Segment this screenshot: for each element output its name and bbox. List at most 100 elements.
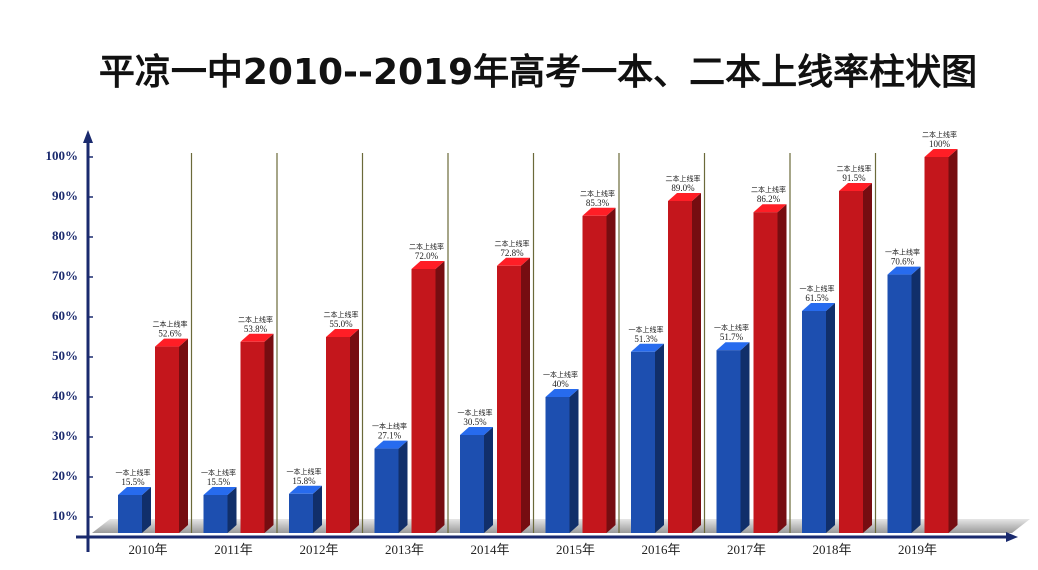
bar	[668, 201, 692, 533]
value-label: 53.8%	[244, 324, 268, 334]
value-label: 15.5%	[121, 477, 145, 487]
bar-side	[948, 149, 958, 533]
series-label: 一本上线率	[116, 468, 151, 477]
bar	[631, 351, 655, 533]
bar-side	[655, 343, 664, 533]
x-tick-label: 2015年	[556, 542, 595, 557]
bar	[460, 435, 484, 533]
bar-top	[289, 485, 322, 494]
y-tick-label: 50%	[52, 348, 78, 363]
bar-top	[839, 183, 872, 191]
bar-top	[582, 207, 616, 216]
value-label: 70.6%	[891, 257, 915, 267]
chart-title: 平凉一中2010--2019年高考一本、二本上线率柱状图	[99, 52, 977, 93]
series-label: 一本上线率	[372, 422, 407, 431]
value-label: 30.5%	[463, 417, 487, 427]
series-label: 二本上线率	[922, 130, 957, 139]
x-tick-label: 2012年	[299, 542, 338, 557]
bar-side	[227, 487, 237, 533]
y-tick-label: 80%	[52, 228, 78, 243]
bar	[924, 157, 949, 533]
series-label: 一本上线率	[287, 467, 322, 476]
bar	[240, 341, 265, 533]
value-label: 27.1%	[378, 431, 402, 441]
bar-top	[887, 266, 921, 275]
series-label: 一本上线率	[458, 408, 493, 417]
bar	[753, 212, 778, 533]
bar-side	[740, 342, 750, 533]
bar-side	[569, 389, 579, 533]
value-label: 55.0%	[329, 319, 353, 329]
series-label: 一本上线率	[543, 370, 578, 379]
y-tick-label: 40%	[52, 388, 78, 403]
series-label: 二本上线率	[324, 310, 359, 319]
bar-top	[497, 257, 530, 266]
bar-top	[545, 389, 579, 397]
bar	[411, 269, 436, 533]
series-label: 二本上线率	[837, 164, 872, 173]
separators	[190, 153, 877, 533]
bar-side	[484, 427, 493, 533]
series-label: 二本上线率	[666, 174, 701, 183]
bar-side	[911, 266, 921, 533]
series-label: 二本上线率	[495, 239, 530, 248]
value-label: 89.0%	[671, 183, 695, 193]
x-tick-label: 2014年	[470, 542, 509, 557]
bar-top	[753, 204, 787, 213]
y-tick-label: 20%	[52, 468, 78, 483]
value-label: 51.7%	[720, 332, 744, 342]
value-label: 72.0%	[415, 251, 439, 261]
bar	[374, 448, 399, 533]
value-label: 85.3%	[586, 198, 610, 208]
value-label: 100%	[929, 139, 951, 149]
y-tick-label: 70%	[52, 268, 78, 283]
x-tick-label: 2018年	[812, 542, 851, 557]
bar	[155, 346, 179, 533]
bar	[326, 337, 350, 533]
bar-side	[398, 440, 408, 533]
bar	[545, 397, 570, 533]
bar-top	[155, 338, 188, 347]
bar-side	[521, 257, 530, 533]
x-tick-label: 2019年	[898, 542, 937, 557]
series-label: 二本上线率	[409, 242, 444, 251]
bar	[839, 191, 863, 533]
value-label: 86.2%	[757, 194, 781, 204]
bar-top	[668, 193, 701, 201]
x-axis-arrow	[1006, 532, 1018, 542]
y-axis-arrow	[83, 130, 93, 143]
x-tick-label: 2017年	[727, 542, 766, 557]
x-tick-label: 2010年	[128, 542, 167, 557]
bar-side	[777, 204, 787, 533]
series-label: 二本上线率	[153, 320, 188, 329]
y-tick-label: 30%	[52, 428, 78, 443]
value-label: 72.8%	[500, 248, 524, 258]
x-tick-label: 2013年	[385, 542, 424, 557]
value-label: 15.5%	[207, 477, 231, 487]
bar-top	[802, 303, 835, 311]
series-label: 二本上线率	[751, 185, 786, 194]
bar	[497, 265, 521, 533]
series-label: 二本上线率	[238, 315, 273, 324]
series-label: 二本上线率	[580, 189, 615, 198]
bar-side	[313, 485, 322, 533]
bar-top	[631, 343, 664, 352]
value-label: 52.6%	[158, 329, 182, 339]
bar	[118, 495, 142, 533]
bar-side	[692, 193, 701, 533]
series-label: 一本上线率	[714, 323, 749, 332]
bar-side	[142, 487, 151, 533]
value-label: 91.5%	[842, 173, 866, 183]
bar	[582, 215, 607, 534]
bar-top	[411, 261, 445, 269]
y-tick-label: 100%	[46, 148, 79, 163]
series-label: 一本上线率	[800, 284, 835, 293]
bar	[887, 274, 912, 533]
bar	[802, 311, 826, 533]
bar-top	[716, 342, 750, 351]
series-label: 一本上线率	[885, 248, 920, 257]
bar-top	[326, 329, 359, 337]
value-label: 61.5%	[805, 293, 829, 303]
bar-top	[924, 149, 958, 157]
bar-side	[863, 183, 872, 533]
